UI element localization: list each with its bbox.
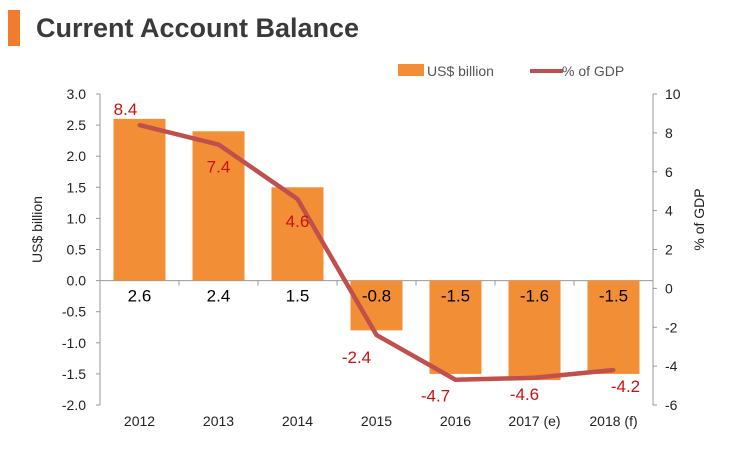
- gdp-value-label: -2.4: [342, 348, 371, 367]
- left-tick-label: 1.0: [67, 210, 87, 226]
- axes: 3.0 2.5 2.0 1.5 1.0 0.5 0.0 -0.5 -1.0 -1.5 -2.0 10 8…: [29, 86, 707, 429]
- gdp-point: [374, 333, 379, 338]
- bar-value-label: 2.6: [128, 287, 152, 306]
- gdp-value-label: -4.7: [421, 387, 450, 406]
- left-tick-label: 1.5: [67, 179, 87, 195]
- x-tick-label: 2014: [282, 413, 313, 429]
- bar: [113, 118, 166, 281]
- left-tick-label: 0.5: [67, 242, 87, 258]
- right-tick-label: 4: [665, 203, 673, 219]
- gdp-point: [453, 377, 458, 382]
- x-tick-label: 2015: [361, 413, 392, 429]
- bar: [429, 280, 482, 374]
- bar-value-label: 2.4: [207, 287, 231, 306]
- left-tick-label: -2.0: [62, 397, 86, 413]
- left-tick-label: -1.5: [62, 366, 86, 382]
- bar-value-label: -1.6: [520, 287, 549, 306]
- gdp-value-label: 4.6: [286, 212, 310, 231]
- gdp-point: [137, 123, 142, 128]
- bar: [192, 131, 245, 281]
- legend-label-line: % of GDP: [562, 63, 624, 79]
- gdp-value-label: 7.4: [207, 158, 231, 177]
- bar-value-label: -1.5: [599, 287, 628, 306]
- page-title: Current Account Balance: [36, 13, 360, 43]
- right-tick-label: 0: [665, 280, 673, 296]
- bar: [587, 280, 640, 374]
- bar-series: [113, 118, 640, 381]
- data-labels: 2.6 2.4 1.5 -0.8 -1.5 -1.6 -1.5 8.4 7.4 4.6 -2.4 -4…: [114, 100, 640, 406]
- x-tick-label: 2016: [440, 413, 471, 429]
- right-tick-label: -4: [665, 358, 678, 374]
- left-tick-label: -1.0: [62, 335, 86, 351]
- x-tick-label: 2018 (f): [589, 413, 637, 429]
- left-tick-label: -0.5: [62, 304, 86, 320]
- x-tick-label: 2017 (e): [508, 413, 560, 429]
- left-tick-label: 2.5: [67, 117, 87, 133]
- gdp-point: [295, 196, 300, 201]
- gdp-value-label: 8.4: [114, 100, 138, 119]
- legend: US$ billion % of GDP: [398, 63, 624, 79]
- line-series: [137, 122, 616, 382]
- left-tick-label: 0.0: [67, 273, 87, 289]
- legend-swatch-bar: [398, 64, 424, 76]
- right-tick-label: 2: [665, 242, 673, 258]
- left-tick-label: 3.0: [67, 86, 87, 102]
- right-tick-label: 6: [665, 164, 673, 180]
- gdp-point: [216, 142, 221, 147]
- x-tick-label: 2012: [124, 413, 155, 429]
- gdp-value-label: -4.2: [611, 377, 640, 396]
- legend-label-bar: US$ billion: [427, 63, 494, 79]
- gdp-point: [532, 375, 537, 380]
- right-tick-label: 10: [665, 86, 681, 102]
- right-axis-title: % of GDP: [691, 188, 707, 250]
- bar-value-label: -1.5: [441, 287, 470, 306]
- left-tick-label: 2.0: [67, 148, 87, 164]
- title-accent-bar: [8, 10, 20, 46]
- bar-value-label: -0.8: [362, 287, 391, 306]
- bar-value-label: 1.5: [286, 287, 310, 306]
- right-tick-label: -6: [665, 397, 678, 413]
- left-axis-title: US$ billion: [29, 196, 45, 263]
- right-tick-label: 8: [665, 125, 673, 141]
- x-tick-label: 2013: [203, 413, 234, 429]
- bar: [508, 280, 561, 381]
- right-tick-label: -2: [665, 319, 678, 335]
- gdp-point: [611, 368, 616, 373]
- gdp-value-label: -4.6: [510, 385, 539, 404]
